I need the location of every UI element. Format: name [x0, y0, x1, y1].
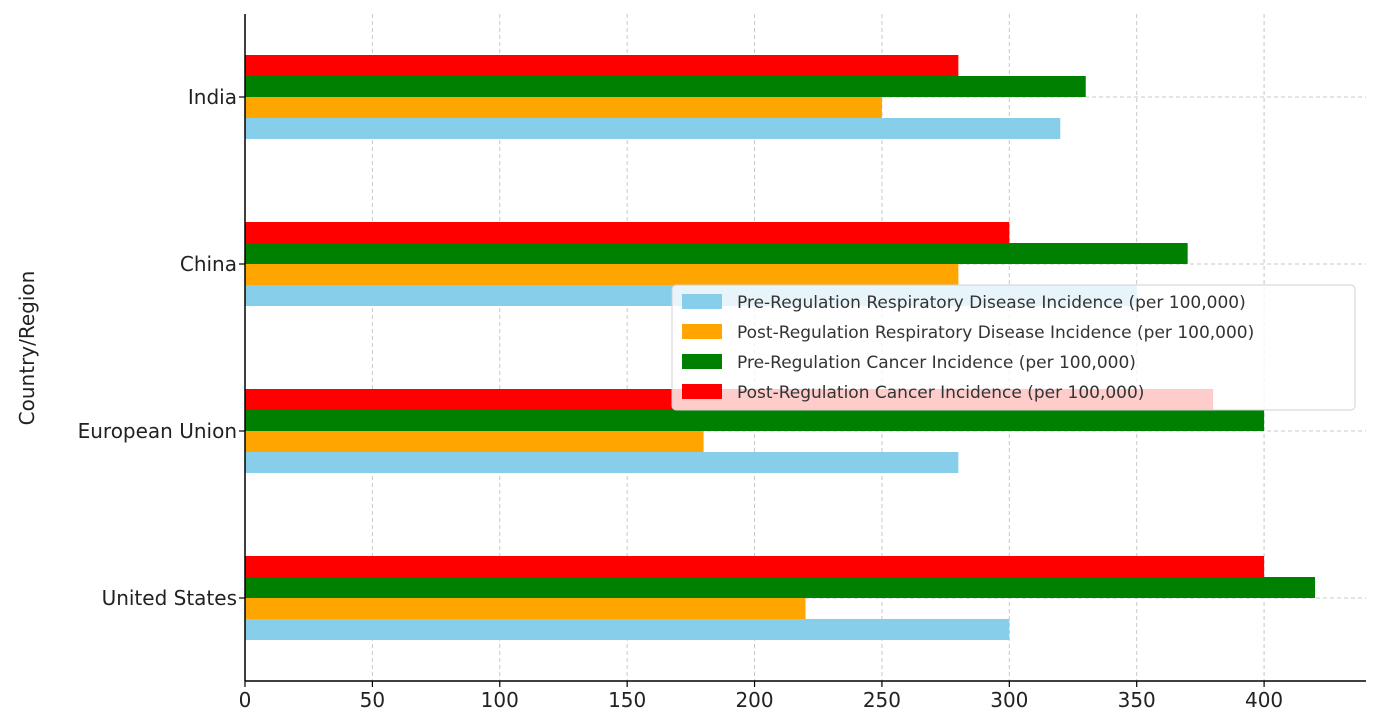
x-tick-label: 400 — [1245, 688, 1283, 712]
bar — [245, 55, 959, 76]
x-tick-label: 200 — [735, 688, 773, 712]
legend-swatch — [682, 354, 722, 369]
legend-box — [671, 284, 1356, 411]
legend-swatch — [682, 384, 722, 399]
y-tick-label: United States — [102, 586, 237, 610]
bar — [245, 598, 806, 619]
bar — [245, 118, 1061, 139]
bar — [245, 222, 1010, 243]
legend-label: Pre-Regulation Cancer Incidence (per 100… — [737, 353, 1136, 373]
bar — [245, 243, 1188, 264]
bar — [245, 452, 959, 473]
y-axis-title: Country/Region — [15, 271, 39, 426]
y-tick-label: India — [188, 85, 237, 109]
bar — [245, 410, 1265, 431]
bar — [245, 97, 882, 118]
x-ticks: 0 50 100 150 200 250 300 350 400 — [239, 681, 1283, 712]
bar — [245, 76, 1086, 97]
legend-label: Post-Regulation Cancer Incidence (per 10… — [737, 383, 1144, 403]
legend: Pre-Regulation Respiratory Disease Incid… — [671, 284, 1356, 411]
x-tick-label: 150 — [608, 688, 646, 712]
y-tick-label: China — [180, 252, 237, 276]
legend-swatch — [682, 294, 722, 309]
bar — [245, 556, 1265, 577]
x-tick-label: 300 — [990, 688, 1028, 712]
axes — [244, 14, 1366, 682]
x-tick-label: 0 — [239, 688, 252, 712]
y-tick-label: European Union — [78, 419, 237, 443]
x-tick-label: 350 — [1118, 688, 1156, 712]
bar — [245, 431, 704, 452]
x-tick-label: 50 — [360, 688, 385, 712]
legend-label: Pre-Regulation Respiratory Disease Incid… — [737, 293, 1246, 313]
bar — [245, 619, 1010, 640]
legend-label: Post-Regulation Respiratory Disease Inci… — [737, 323, 1254, 343]
y-ticks: United States European Union China India — [78, 85, 245, 610]
bar — [245, 577, 1316, 598]
legend-swatch — [682, 324, 722, 339]
x-tick-label: 100 — [481, 688, 519, 712]
bar — [245, 264, 959, 285]
x-tick-label: 250 — [863, 688, 901, 712]
